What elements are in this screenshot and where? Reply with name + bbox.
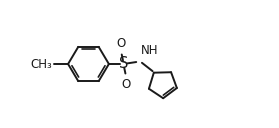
Text: O: O xyxy=(117,37,126,50)
Text: NH: NH xyxy=(141,44,159,57)
Text: S: S xyxy=(119,56,128,72)
Text: CH₃: CH₃ xyxy=(31,57,52,71)
Text: O: O xyxy=(121,78,131,91)
